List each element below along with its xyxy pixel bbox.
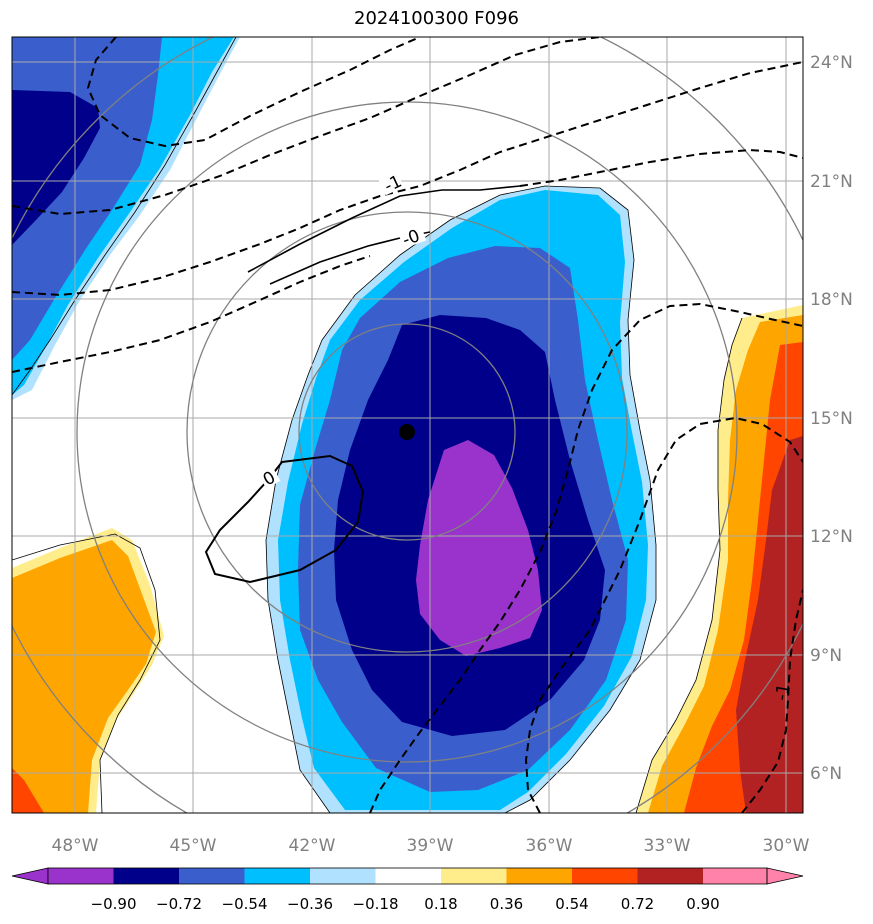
- contour-label: -0: [400, 226, 423, 251]
- lat-label: 12°N: [810, 527, 853, 547]
- colorbar-tick-label: −0.72: [156, 895, 202, 913]
- dashed-contours: [12, 37, 803, 813]
- colorbar-tick-label: −0.90: [91, 895, 137, 913]
- colorbar: −0.90 −0.72 −0.54 −0.36 −0.18 0.18 0.36 …: [11, 867, 804, 913]
- lat-label: 15°N: [810, 409, 853, 429]
- colorbar-bin: [506, 868, 572, 884]
- lon-label: 45°W: [170, 836, 217, 856]
- colorbar-tick-label: 0.18: [424, 895, 457, 913]
- colorbar-tick-label: 0.90: [686, 895, 719, 913]
- colorbar-extend-max: [766, 867, 804, 885]
- lat-label: 24°N: [810, 53, 853, 73]
- plot-frame: [11, 36, 804, 814]
- lon-label: 30°W: [763, 836, 810, 856]
- lon-label: 42°W: [289, 836, 336, 856]
- colorbar-bin: [703, 868, 767, 884]
- colorbar-bin: [441, 868, 507, 884]
- lon-label: 39°W: [407, 836, 454, 856]
- lat-label: 9°N: [810, 646, 842, 666]
- range-rings: [12, 37, 803, 813]
- latitude-labels: 24°N 21°N 18°N 15°N 12°N 9°N 6°N: [810, 53, 853, 784]
- colorbar-bin: [310, 868, 376, 884]
- colorbar-bin: [244, 868, 310, 884]
- colorbar-bin: [637, 868, 703, 884]
- colorbar-bin: [572, 868, 638, 884]
- zero-outline: [12, 37, 743, 813]
- colorbar-bin: [375, 868, 441, 884]
- map-title: 2024100300 F096: [354, 8, 519, 29]
- colorbar-bin: [113, 868, 179, 884]
- colorbar-tick-label: −0.36: [287, 895, 333, 913]
- longitude-labels: 48°W 45°W 42°W 39°W 36°W 33°W 30°W: [52, 836, 810, 856]
- colorbar-tick-label: −0.54: [222, 895, 268, 913]
- graticule: [12, 37, 803, 813]
- lon-label: 36°W: [526, 836, 573, 856]
- contour-label: -1: [772, 682, 795, 702]
- colorbar-bin: [179, 868, 245, 884]
- contour-label-group: -1 -0 0 -1: [257, 170, 795, 702]
- storm-center-marker: [399, 424, 415, 440]
- colorbar-tick-label: 0.36: [490, 895, 523, 913]
- lat-label: 18°N: [810, 290, 853, 310]
- lat-label: 21°N: [810, 172, 853, 192]
- colorbar-tick-label: 0.54: [555, 895, 588, 913]
- colorbar-bin: [48, 868, 114, 884]
- positive-anomaly-southwest: [12, 528, 164, 813]
- colorbar-extend-min: [11, 867, 49, 885]
- lon-label: 48°W: [52, 836, 99, 856]
- solid-contour-zero: [204, 454, 365, 584]
- lat-label: 6°N: [810, 764, 842, 784]
- colorbar-tick-label: 0.72: [621, 895, 654, 913]
- plot-area: -1 -0 0 -1: [12, 37, 803, 813]
- lon-label: 33°W: [644, 836, 691, 856]
- colorbar-tick-label: −0.18: [353, 895, 399, 913]
- contour-label: -1: [381, 172, 405, 197]
